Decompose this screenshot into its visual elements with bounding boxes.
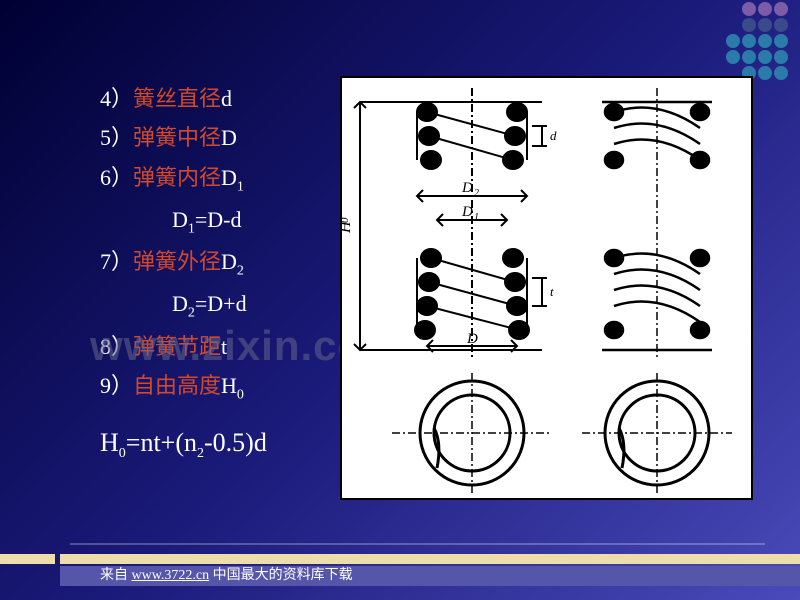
svg-text:t: t [550, 284, 554, 299]
svg-text:D: D [461, 204, 473, 220]
item-term: 弹簧节距 [133, 334, 221, 359]
item-4: 4）簧丝直径d [100, 80, 247, 117]
item-term: 弹簧内径 [133, 165, 221, 190]
content-list: 4）簧丝直径d 5）弹簧中径D 6）弹簧内径D1 D1=D-d 7）弹簧外径D2… [100, 80, 247, 409]
item-sub: 2 [237, 264, 244, 279]
formula-sub: 2 [188, 306, 195, 321]
formula-h: H [100, 428, 119, 457]
item-symbol: D [221, 125, 237, 150]
item-num: 7） [100, 249, 133, 274]
item-symbol: H [221, 373, 237, 398]
item-num: 9） [100, 373, 133, 398]
item-6: 6）弹簧内径D1 [100, 159, 247, 199]
footer: 来自 www.3722.cn 中国最大的资料库下载 [0, 554, 800, 578]
item-symbol: t [221, 334, 227, 359]
formula-lhs: D [172, 207, 188, 232]
item-symbol: D [221, 249, 237, 274]
item-5: 5）弹簧中径D [100, 119, 247, 156]
item-term: 弹簧中径 [133, 125, 221, 150]
item-term: 弹簧外径 [133, 249, 221, 274]
footer-text-bar: 来自 www.3722.cn 中国最大的资料库下载 [60, 566, 800, 586]
item-num: 5） [100, 125, 133, 150]
item-num: 6） [100, 165, 133, 190]
item-term: 簧丝直径 [133, 86, 221, 111]
item-sub: 0 [237, 387, 244, 402]
spring-svg: H 0 D 2 D 1 D d t [342, 78, 751, 498]
svg-text:D: D [466, 331, 478, 347]
svg-text:D: D [461, 180, 473, 196]
footer-accent-right [60, 554, 800, 564]
footer-prefix: 来自 [100, 568, 132, 583]
formula-sub: 1 [188, 221, 195, 236]
item-num: 8） [100, 334, 133, 359]
item-8: 8）弹簧节距t [100, 328, 247, 365]
svg-text:d: d [550, 128, 557, 143]
footer-suffix: 中国最大的资料库下载 [209, 568, 353, 583]
item-6-formula: D1=D-d [100, 201, 247, 241]
divider-line [70, 543, 765, 545]
svg-text:1: 1 [474, 212, 479, 223]
formula-sub2: 2 [197, 446, 204, 461]
formula-mid: =nt+(n [126, 428, 197, 457]
item-7: 7）弹簧外径D2 [100, 243, 247, 283]
item-symbol: d [221, 86, 232, 111]
formula-rhs: =D-d [195, 207, 242, 232]
formula-sub1: 0 [119, 446, 126, 461]
spring-diagram: H 0 D 2 D 1 D d t [340, 76, 753, 500]
formula-end: -0.5)d [204, 428, 267, 457]
item-sub: 1 [237, 179, 244, 194]
footer-accent-left [0, 554, 55, 564]
item-term: 自由高度 [133, 373, 221, 398]
formula-rhs: =D+d [195, 291, 247, 316]
main-formula: H0=nt+(n2-0.5)d [100, 428, 267, 462]
item-symbol: D [221, 165, 237, 190]
footer-link[interactable]: www.3722.cn [132, 568, 210, 583]
svg-text:0: 0 [342, 217, 351, 223]
item-7-formula: D2=D+d [100, 285, 247, 325]
item-9: 9）自由高度H0 [100, 367, 247, 407]
svg-text:2: 2 [474, 188, 479, 199]
item-num: 4） [100, 86, 133, 111]
formula-lhs: D [172, 291, 188, 316]
